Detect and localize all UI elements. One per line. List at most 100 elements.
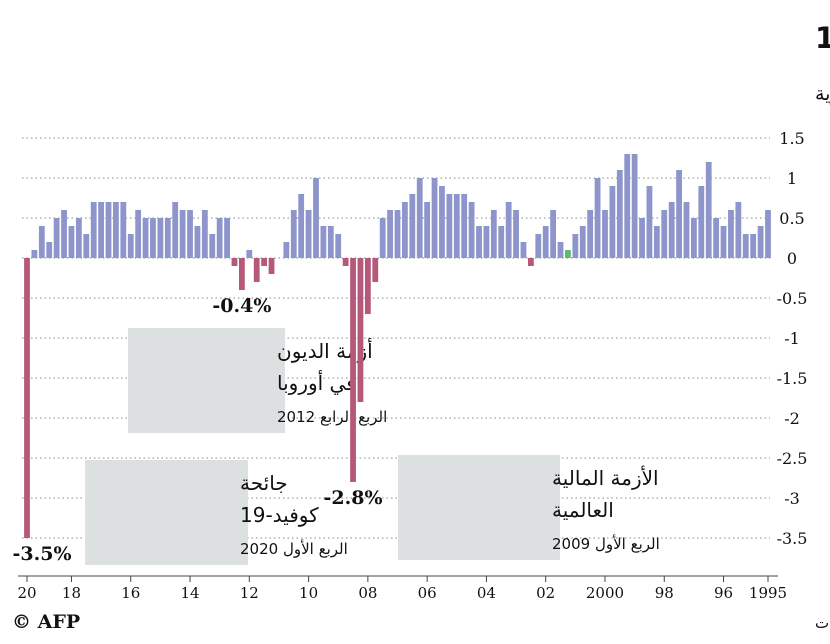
x-tick-label: 1995 <box>749 584 787 602</box>
bar <box>194 226 201 258</box>
bar <box>683 202 690 258</box>
bar <box>616 170 623 258</box>
bar <box>53 218 60 258</box>
bar <box>639 218 645 258</box>
bar <box>246 250 253 258</box>
bar <box>83 234 90 258</box>
credit: © AFP <box>12 611 80 633</box>
bar <box>535 234 542 258</box>
bar <box>261 258 268 266</box>
bar <box>698 186 705 258</box>
bar <box>765 210 771 258</box>
bar <box>439 186 445 258</box>
bar <box>757 226 764 258</box>
x-tick-label: 14 <box>180 584 199 602</box>
bar <box>468 202 475 258</box>
x-tick-label: 98 <box>655 584 674 602</box>
bar <box>201 210 208 258</box>
bar <box>520 242 527 258</box>
bar <box>46 242 53 258</box>
chart-subtitle: التغيرات الفصلية، بالنسبة المئوية <box>815 83 830 105</box>
bar <box>298 194 305 258</box>
bar <box>172 202 179 258</box>
bar <box>283 242 290 258</box>
bar <box>609 186 616 258</box>
bar <box>127 234 134 258</box>
bar <box>364 258 371 314</box>
bar <box>579 226 586 258</box>
annotation-box <box>398 455 560 560</box>
bar <box>550 210 557 258</box>
bar <box>372 258 379 282</box>
annotation-text: العالمية <box>552 498 614 522</box>
bar <box>320 226 327 258</box>
annotation-text: الأزمة المالية <box>552 466 659 490</box>
bar <box>164 218 171 258</box>
bar <box>253 258 260 282</box>
bar <box>24 258 30 538</box>
bar <box>542 226 549 258</box>
y-tick-label: -2 <box>784 409 800 428</box>
bar <box>387 210 393 258</box>
annotation-text: الربع الرابع 2012 <box>277 408 387 426</box>
y-tick-label: -3 <box>784 489 800 508</box>
bar <box>268 258 275 274</box>
annotation-text: أزمة الديون <box>277 338 373 363</box>
bar <box>594 178 601 258</box>
bar <box>631 154 638 258</box>
bar <box>402 202 408 258</box>
bar <box>305 210 312 258</box>
annotation-box <box>85 460 248 565</box>
bar <box>75 218 82 258</box>
y-tick-label: -2.5 <box>777 449 808 468</box>
bar <box>224 218 230 258</box>
annotation-box <box>128 328 285 433</box>
bar <box>691 218 697 258</box>
bar <box>483 226 490 258</box>
bar <box>157 218 164 258</box>
bar <box>90 202 97 258</box>
annotation-text: في أوروبا <box>277 370 356 396</box>
chart-title: إجمالي الناتج الداخلي في الاتحاد الأوروب… <box>815 20 830 56</box>
bar <box>446 194 453 258</box>
bar <box>68 226 75 258</box>
bar <box>720 226 727 258</box>
bar <box>342 258 349 266</box>
bar <box>231 258 238 266</box>
y-tick-label: 0.5 <box>779 209 804 228</box>
bar <box>38 226 45 258</box>
bar <box>735 202 742 258</box>
bar <box>661 210 668 258</box>
y-tick-label: -1.5 <box>777 369 808 388</box>
bar <box>705 162 712 258</box>
bar <box>505 202 512 258</box>
bar <box>290 210 297 258</box>
x-tick-label: 96 <box>714 584 733 602</box>
bar <box>179 210 186 258</box>
bar <box>602 210 608 258</box>
bar <box>379 218 386 258</box>
x-tick-label: 12 <box>240 584 259 602</box>
bar <box>750 234 757 258</box>
y-tick-label: -1 <box>784 329 800 348</box>
annotation-text: كوفيد-19 <box>240 503 319 527</box>
bar <box>713 218 720 258</box>
bar <box>476 226 482 258</box>
bar <box>431 178 438 258</box>
y-tick-label: 1 <box>787 169 797 188</box>
x-tick-label: 06 <box>418 584 437 602</box>
x-tick-label: 20 <box>17 584 36 602</box>
x-tick-label: 02 <box>536 584 555 602</box>
bar <box>105 202 112 258</box>
x-tick-label: 10 <box>299 584 318 602</box>
annotation-text: الربع الأول 2009 <box>552 534 660 553</box>
bar <box>646 186 653 258</box>
bar <box>565 250 571 258</box>
value-label: -0.4% <box>212 295 271 317</box>
y-tick-label: -3.5 <box>777 529 808 548</box>
bar <box>61 210 67 258</box>
bar <box>409 194 416 258</box>
bar <box>216 218 223 258</box>
bar <box>742 234 749 258</box>
